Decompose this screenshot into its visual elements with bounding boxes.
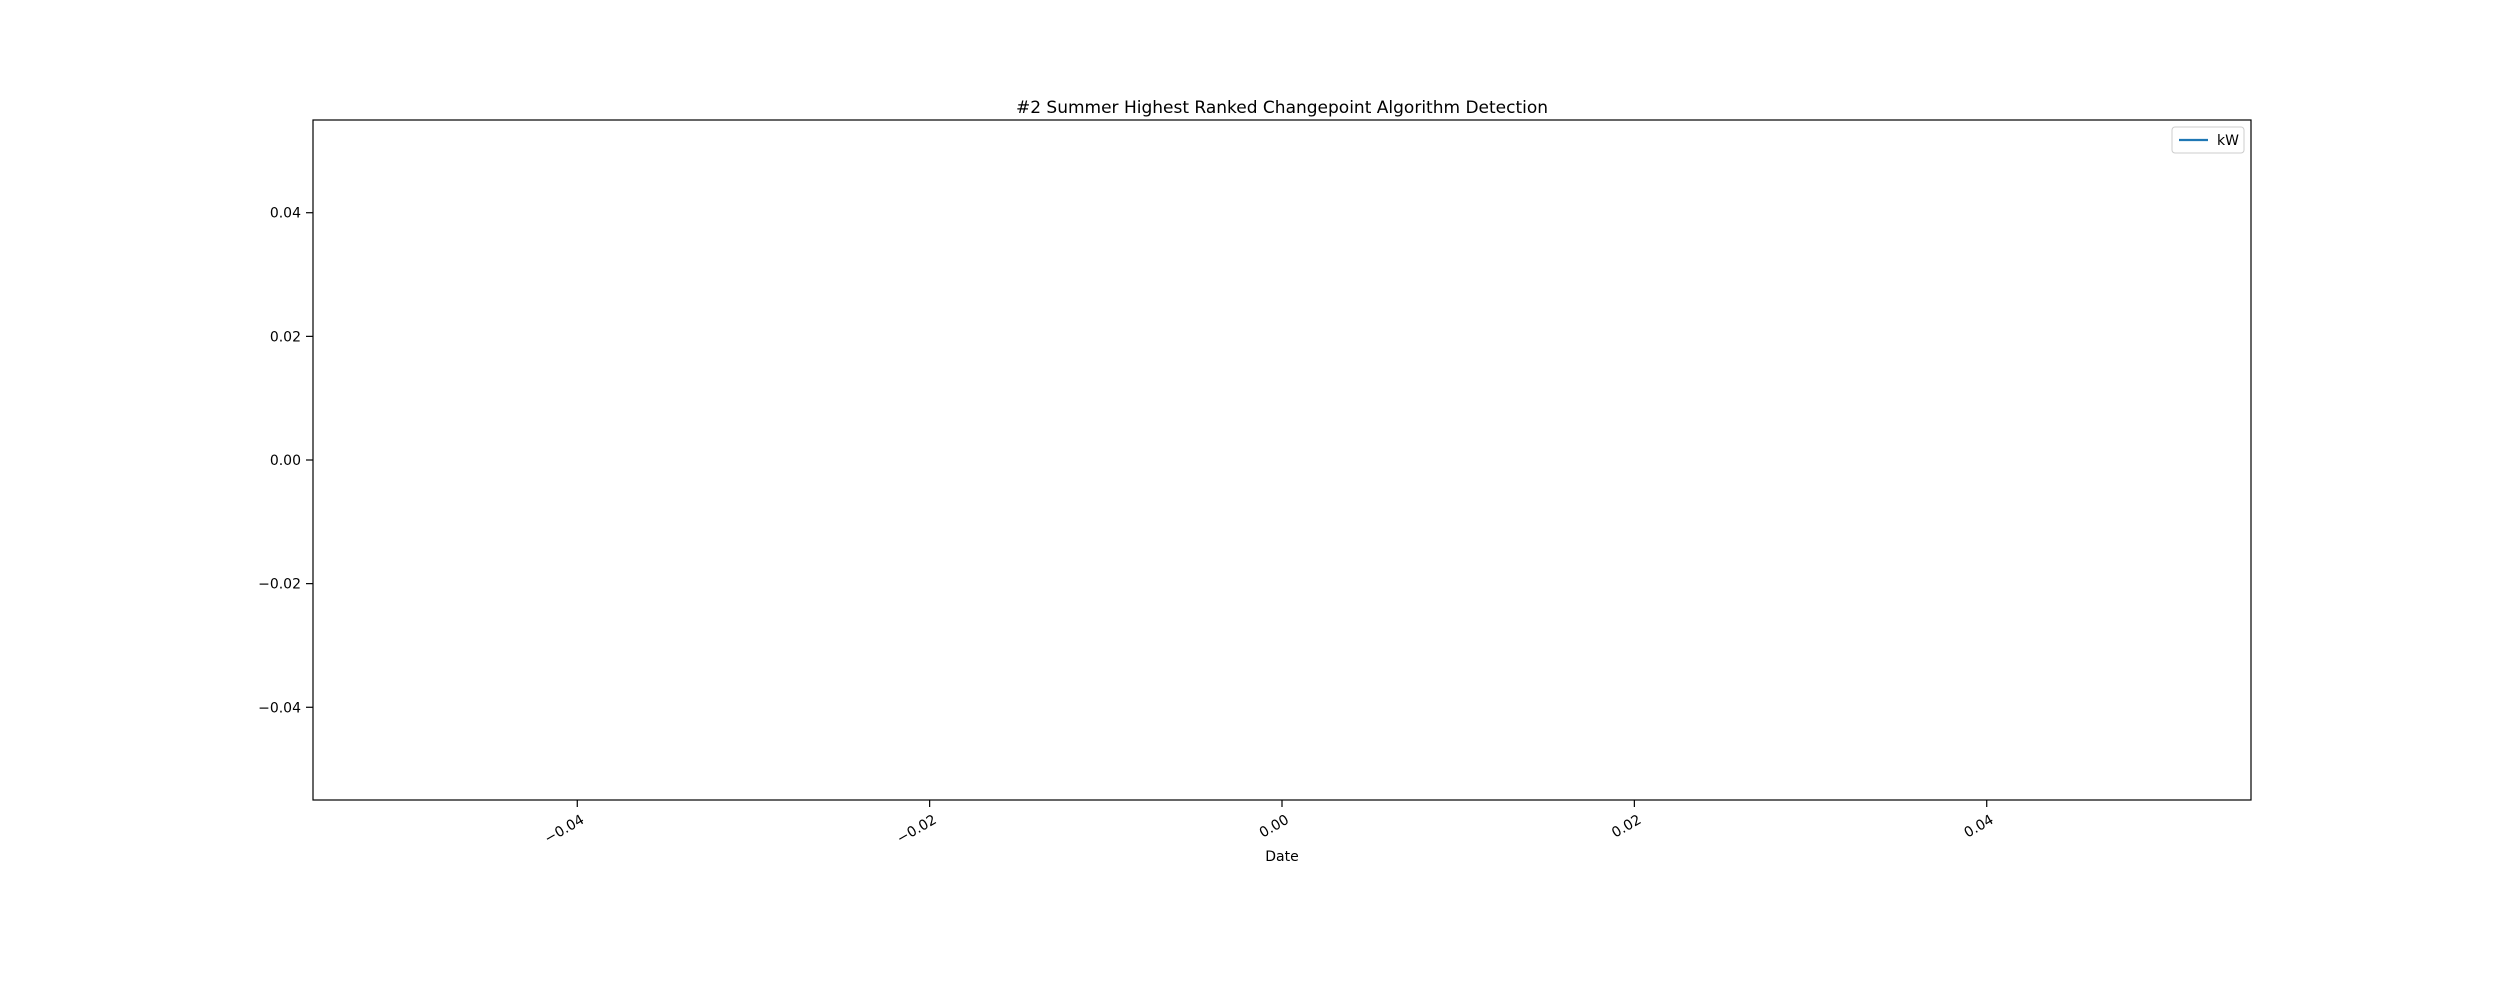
- x-axis-label: Date: [1265, 849, 1298, 865]
- y-tick-label: 0.04: [270, 206, 301, 222]
- plot-area: [312, 119, 2252, 801]
- chart-title: #2 Summer Highest Ranked Changepoint Alg…: [1016, 98, 1548, 118]
- y-axis-ticks: −0.04 −0.02 0.00 0.02 0.04: [258, 206, 313, 716]
- y-tick-label: −0.04: [258, 700, 301, 716]
- legend: kW: [2171, 126, 2245, 154]
- legend-label-kw: kW: [2217, 133, 2239, 149]
- y-tick-label: 0.00: [270, 453, 301, 469]
- y-tick-label: −0.02: [258, 577, 301, 593]
- y-tick-label: 0.02: [270, 329, 301, 345]
